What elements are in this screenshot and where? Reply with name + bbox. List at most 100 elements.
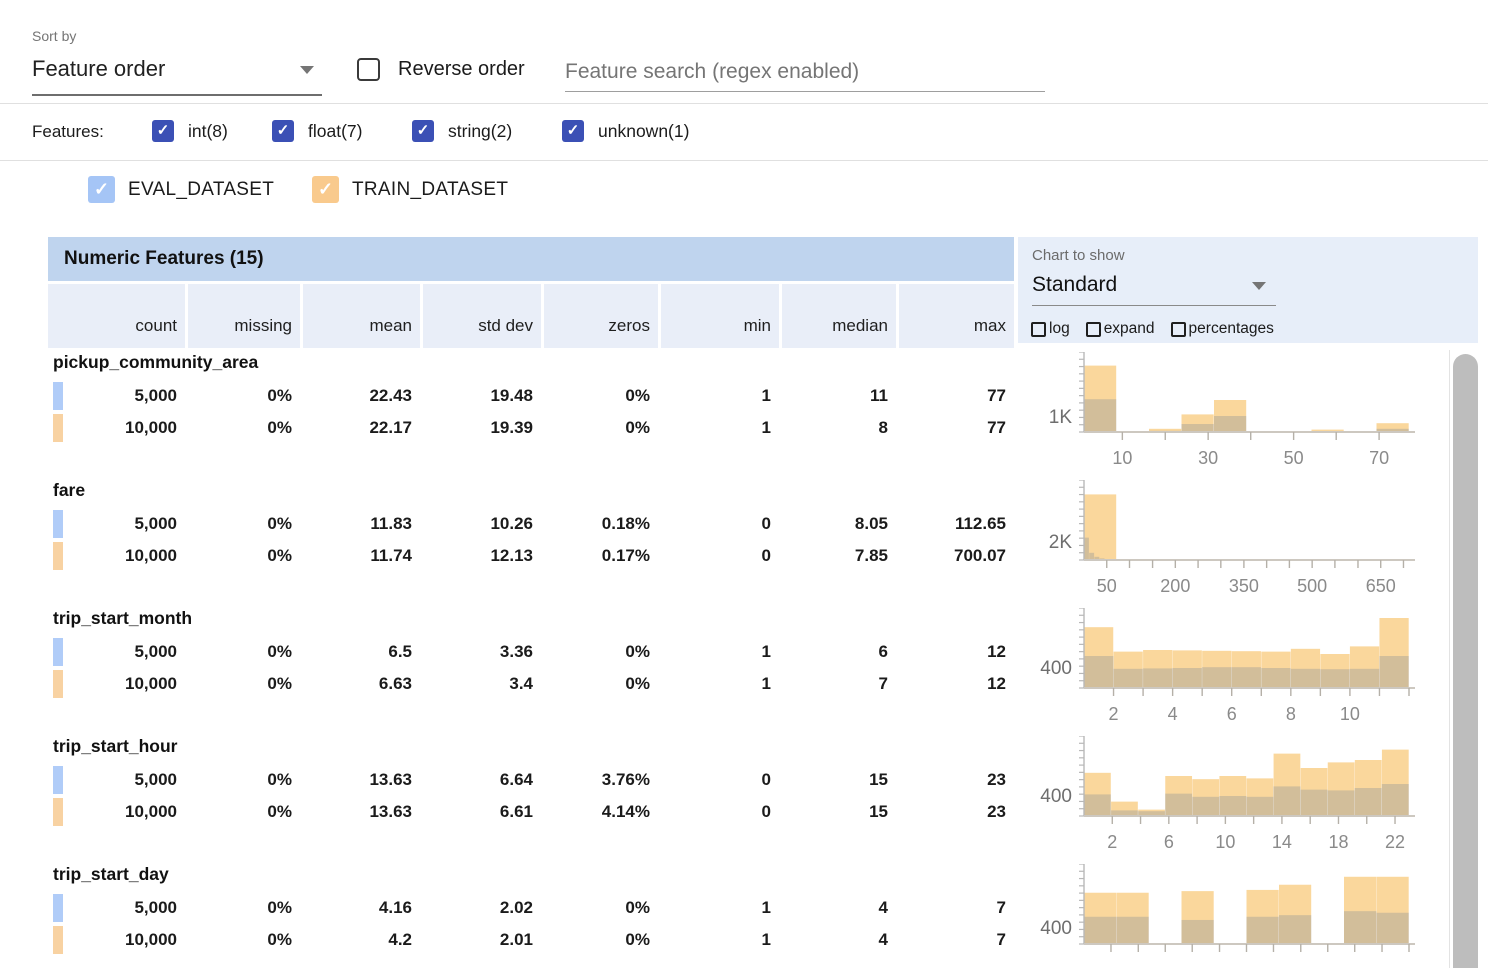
column-header-min[interactable]: min: [658, 284, 779, 348]
feature-type-label: string(2): [448, 121, 513, 141]
column-header-missing[interactable]: missing: [185, 284, 300, 348]
chart-type-select[interactable]: Standard: [1032, 273, 1276, 306]
x-axis-label: 14: [1272, 832, 1292, 852]
column-header-std-dev[interactable]: std dev: [420, 284, 541, 348]
bar-eval_dataset: [1181, 424, 1214, 432]
feature-type-label: float(7): [308, 121, 363, 141]
bar-eval_dataset: [1116, 916, 1149, 944]
histogram-svg[interactable]: 50 200 350 500 650: [1076, 480, 1422, 604]
chart-option-expand[interactable]: expand: [1085, 320, 1155, 338]
column-header-zeros[interactable]: zeros: [541, 284, 658, 348]
bar-eval_dataset: [1231, 667, 1261, 688]
dataset-label: EVAL_DATASET: [128, 179, 275, 200]
bar-eval_dataset: [1084, 656, 1114, 688]
stat-value-median: 8.05: [854, 514, 888, 533]
sort-by-select[interactable]: Feature order: [32, 56, 322, 96]
bar-train_dataset: [1202, 650, 1232, 688]
stat-value-std-dev: 6.64: [499, 770, 533, 789]
feature-type-checkbox-string[interactable]: ✓: [412, 120, 434, 142]
bar-train_dataset: [1143, 650, 1173, 688]
bar-train_dataset: [1376, 423, 1409, 432]
bar-train_dataset: [1149, 428, 1182, 432]
stat-value-max: 23: [987, 802, 1006, 821]
x-axis-label: 650: [1366, 576, 1396, 596]
stat-value-std-dev: 19.48: [490, 386, 533, 405]
bar-train_dataset: [1320, 654, 1350, 688]
stat-value-count: 5,000: [134, 514, 177, 533]
chart-option-percentages[interactable]: percentages: [1170, 320, 1274, 338]
column-header-mean[interactable]: mean: [300, 284, 420, 348]
chart-to-show-label: Chart to show: [1032, 247, 1125, 264]
x-axis-label: 2: [1109, 704, 1119, 724]
bar-train_dataset: [1344, 876, 1377, 944]
x-axis-label: 10: [1340, 704, 1360, 724]
stat-value-std-dev: 12.13: [490, 546, 533, 565]
x-axis-label: 6: [1227, 704, 1237, 724]
bar-eval_dataset: [1381, 784, 1409, 816]
stat-value-max: 7: [996, 898, 1006, 917]
bar-train_dataset: [1290, 648, 1321, 688]
x-axis-label: 10: [1112, 448, 1132, 468]
stat-value-min: 1: [761, 898, 771, 917]
checkmark-icon: ✓: [156, 122, 170, 139]
feature-type-checkbox-unknown[interactable]: ✓: [562, 120, 584, 142]
bar-train_dataset: [1084, 494, 1117, 560]
dataset-checkbox-eval_dataset[interactable]: ✓: [88, 176, 115, 203]
column-header-max[interactable]: max: [896, 284, 1014, 348]
scrollbar-thumb[interactable]: [1453, 354, 1478, 968]
x-axis-label: 10: [1215, 832, 1235, 852]
stat-value-mean: 4.2: [388, 930, 412, 949]
x-axis-label: 50: [1097, 576, 1117, 596]
stat-value-mean: 4.16: [378, 898, 412, 917]
stat-value-max: 23: [987, 770, 1006, 789]
feature-stats-row: 10,000 0% 22.17 19.39 0% 1 8 77: [48, 412, 1014, 444]
bar-train_dataset: [1138, 809, 1165, 816]
stat-value-zeros: 3.76%: [601, 770, 650, 789]
feature-type-checkbox-int[interactable]: ✓: [152, 120, 174, 142]
bar-eval_dataset: [1202, 667, 1232, 688]
y-axis-label: 1K: [1048, 407, 1072, 429]
bar-eval_dataset: [1143, 668, 1173, 688]
bar-train_dataset: [1116, 892, 1149, 944]
histogram-svg[interactable]: [1076, 864, 1422, 968]
feature-block-trip_start_day: trip_start_day 5,000 0% 4.16 2.02 0% 1 4 7 10,000…: [48, 864, 1014, 968]
y-axis-label: 400: [1040, 917, 1072, 939]
stat-value-std-dev: 2.01: [499, 930, 533, 949]
bar-eval_dataset: [1246, 916, 1279, 944]
column-header-count[interactable]: count: [48, 284, 185, 348]
histogram-svg[interactable]: 2 4 6 8 10: [1076, 608, 1422, 732]
histogram-svg[interactable]: 10 30 50 70: [1076, 352, 1422, 476]
dataset-swatch-eval_dataset: [53, 382, 63, 410]
bar-eval_dataset: [1172, 668, 1202, 688]
chart-option-label: expand: [1103, 320, 1155, 337]
checkmark-icon: ✓: [416, 122, 430, 139]
histogram-svg[interactable]: 2 6 10 14 18 22: [1076, 736, 1422, 860]
stat-value-min: 1: [761, 418, 771, 437]
bar-train_dataset: [1214, 400, 1247, 432]
feature-search-input[interactable]: [565, 52, 1045, 92]
column-header-row: count missing mean std dev zeros min median max: [48, 284, 1014, 348]
feature-stats-row: 5,000 0% 13.63 6.64 3.76% 0 15 23: [48, 764, 1014, 796]
stat-value-min: 1: [761, 642, 771, 661]
reverse-order-checkbox[interactable]: [357, 58, 380, 81]
column-header-median[interactable]: median: [779, 284, 896, 348]
stat-value-std-dev: 6.61: [499, 802, 533, 821]
features-filter-label: Features:: [32, 122, 104, 141]
stat-value-missing: 0%: [267, 802, 292, 821]
stat-value-max: 112.65: [954, 514, 1006, 533]
stat-value-max: 12: [987, 674, 1006, 693]
feature-stats-row: 5,000 0% 11.83 10.26 0.18% 0 8.05 112.65: [48, 508, 1014, 540]
dataset-label: TRAIN_DATASET: [352, 179, 509, 200]
feature-type-checkbox-float[interactable]: ✓: [272, 120, 294, 142]
stat-value-zeros: 4.14%: [601, 802, 650, 821]
stat-value-std-dev: 2.02: [499, 898, 533, 917]
bar-train_dataset: [1376, 876, 1409, 944]
chart-option-log[interactable]: log: [1031, 320, 1070, 338]
histogram-trip_start_hour: 400 2 6 10 14 18 22: [1030, 736, 1440, 864]
dataset-swatch-train_dataset: [53, 542, 63, 570]
dataset-checkbox-train_dataset[interactable]: ✓: [312, 176, 339, 203]
bar-train_dataset: [1311, 429, 1344, 432]
bar-eval_dataset: [1089, 552, 1095, 560]
bar-train_dataset: [1354, 760, 1382, 816]
stat-value-median: 15: [869, 802, 888, 821]
